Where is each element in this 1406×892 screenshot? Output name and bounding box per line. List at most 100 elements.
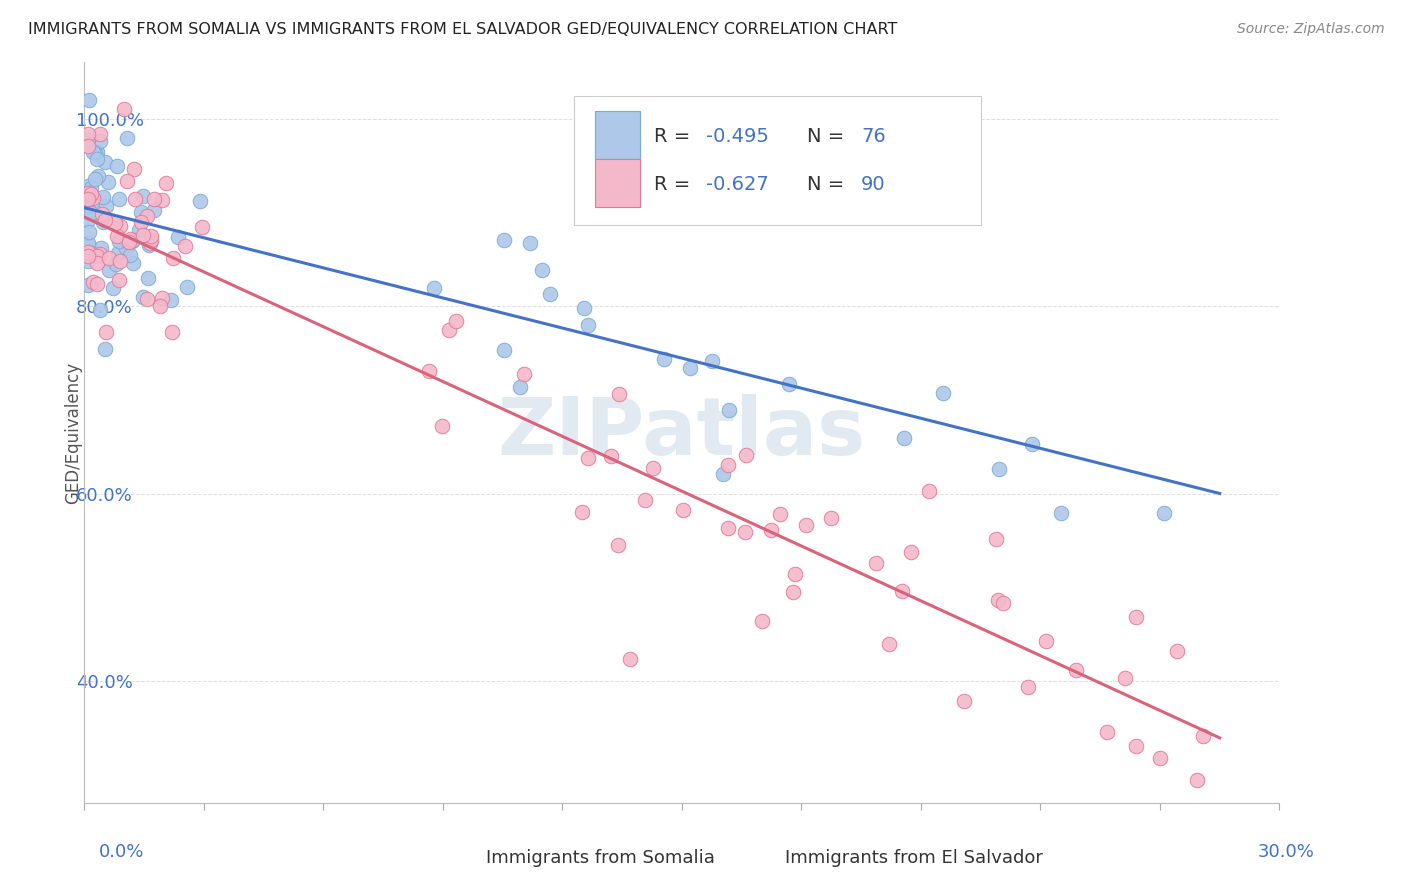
Point: [77, 186, 100, 200]
Point: [120, 232, 142, 246]
Point: [430, 419, 453, 434]
Point: [893, 431, 915, 445]
Point: [129, 215, 152, 229]
Point: [97, 252, 120, 266]
Point: [77, 139, 100, 153]
Point: [439, 323, 461, 337]
Point: [136, 270, 159, 285]
Bar: [449, 844, 475, 873]
Point: [115, 131, 138, 145]
Text: ZIPatlas: ZIPatlas: [498, 393, 866, 472]
Point: [112, 103, 135, 117]
Point: [82, 145, 104, 159]
Text: Source: ZipAtlas.com: Source: ZipAtlas.com: [1237, 22, 1385, 37]
Point: [86, 152, 108, 166]
Point: [104, 215, 127, 229]
Point: [679, 361, 702, 376]
Point: [77, 245, 100, 260]
Point: [607, 387, 630, 401]
Point: [643, 461, 665, 475]
Point: [120, 248, 142, 262]
Point: [652, 352, 675, 367]
Point: [1125, 739, 1147, 754]
Point: [129, 204, 152, 219]
Point: [108, 234, 131, 248]
Point: [717, 521, 740, 535]
Point: [79, 206, 101, 220]
Point: [82, 275, 104, 289]
Point: [79, 248, 101, 262]
Point: [138, 238, 160, 252]
Point: [607, 538, 630, 552]
Point: [513, 367, 536, 381]
Point: [423, 281, 446, 295]
Point: [150, 291, 173, 305]
Point: [619, 651, 641, 665]
Point: [519, 236, 541, 251]
Point: [87, 169, 110, 183]
Point: [1153, 506, 1175, 520]
Point: [115, 173, 138, 187]
Point: [135, 210, 157, 224]
Point: [105, 159, 128, 173]
Point: [778, 376, 800, 391]
Point: [94, 199, 117, 213]
Text: N =: N =: [807, 175, 851, 194]
Bar: [595, 111, 640, 159]
Point: [769, 508, 792, 522]
Point: [600, 450, 623, 464]
Point: [1097, 725, 1119, 739]
Point: [132, 228, 155, 243]
Point: [531, 263, 554, 277]
Point: [84, 146, 107, 161]
Text: R =: R =: [654, 175, 697, 194]
Point: [751, 614, 773, 628]
Point: [94, 213, 117, 227]
Point: [1125, 610, 1147, 624]
Point: [1149, 750, 1171, 764]
Point: [155, 176, 177, 190]
Point: [77, 236, 100, 251]
Point: [782, 585, 804, 599]
Point: [132, 290, 155, 304]
Point: [865, 556, 887, 570]
Point: [93, 154, 115, 169]
Point: [571, 505, 593, 519]
Point: [77, 193, 100, 207]
Point: [418, 364, 440, 378]
Text: R =: R =: [654, 127, 697, 146]
Point: [991, 596, 1014, 610]
Point: [108, 193, 131, 207]
Point: [717, 458, 740, 472]
Point: [160, 326, 183, 340]
Point: [494, 343, 516, 358]
Point: [149, 300, 172, 314]
Point: [1191, 729, 1213, 743]
Point: [1035, 633, 1057, 648]
Point: [191, 219, 214, 234]
Point: [90, 241, 112, 255]
Point: [77, 93, 100, 107]
Text: Immigrants from El Salvador: Immigrants from El Salvador: [785, 849, 1043, 867]
Point: [79, 239, 101, 253]
Point: [700, 354, 723, 368]
Point: [93, 215, 115, 229]
Text: Immigrants from Somalia: Immigrants from Somalia: [486, 849, 714, 867]
Point: [110, 253, 132, 268]
Point: [877, 637, 900, 651]
Point: [143, 203, 166, 218]
Point: [1185, 772, 1208, 787]
Point: [1017, 680, 1039, 694]
Text: -0.495: -0.495: [706, 127, 769, 146]
Point: [104, 257, 127, 271]
Point: [80, 181, 103, 195]
Point: [900, 545, 922, 559]
Point: [1050, 506, 1073, 520]
Point: [634, 492, 657, 507]
Point: [167, 229, 190, 244]
Point: [77, 213, 100, 227]
Point: [794, 517, 817, 532]
Point: [108, 273, 131, 287]
Point: [94, 342, 117, 356]
Point: [80, 187, 103, 202]
